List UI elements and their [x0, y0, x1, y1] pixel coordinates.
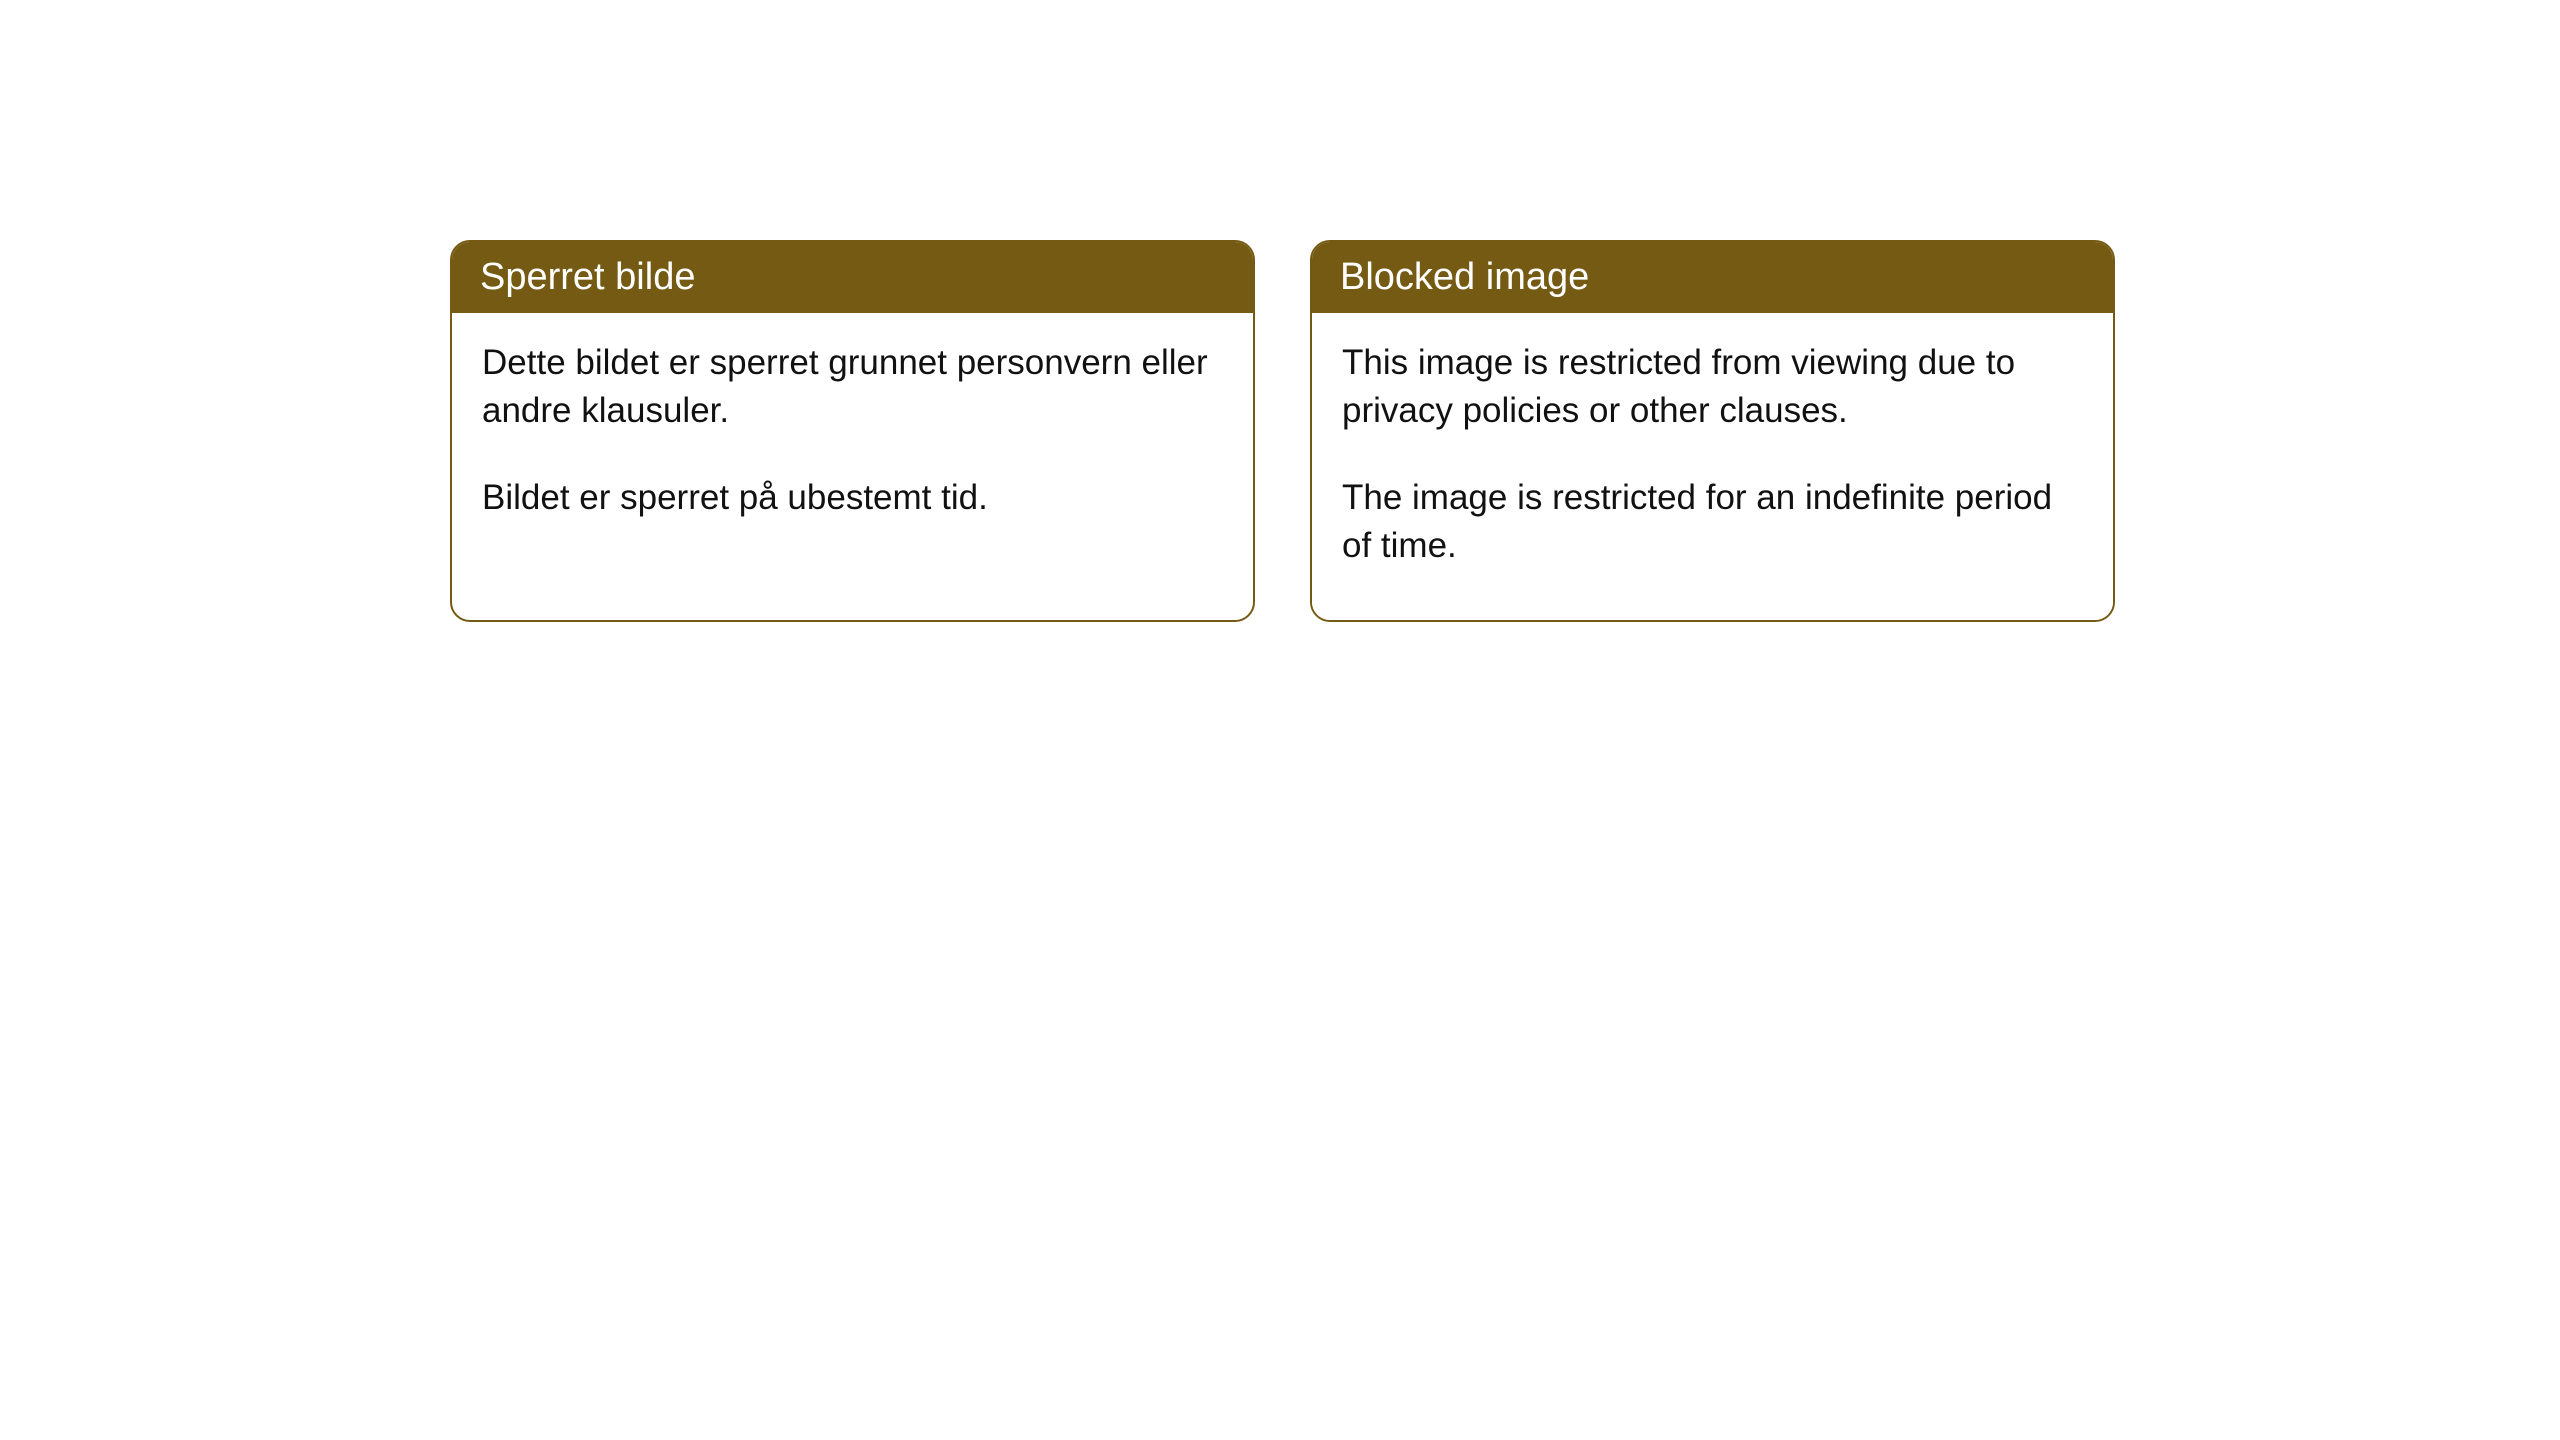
card-body-english: This image is restricted from viewing du… [1312, 313, 2113, 620]
card-paragraph-1: Dette bildet er sperret grunnet personve… [482, 339, 1223, 436]
notice-container: Sperret bilde Dette bildet er sperret gr… [0, 0, 2560, 622]
card-paragraph-2: The image is restricted for an indefinit… [1342, 474, 2083, 571]
card-paragraph-1: This image is restricted from viewing du… [1342, 339, 2083, 436]
blocked-image-card-norwegian: Sperret bilde Dette bildet er sperret gr… [450, 240, 1255, 622]
blocked-image-card-english: Blocked image This image is restricted f… [1310, 240, 2115, 622]
card-header-norwegian: Sperret bilde [452, 242, 1253, 313]
card-header-english: Blocked image [1312, 242, 2113, 313]
card-paragraph-2: Bildet er sperret på ubestemt tid. [482, 474, 1223, 522]
card-title: Sperret bilde [480, 256, 695, 298]
card-title: Blocked image [1340, 256, 1589, 298]
card-body-norwegian: Dette bildet er sperret grunnet personve… [452, 313, 1253, 572]
